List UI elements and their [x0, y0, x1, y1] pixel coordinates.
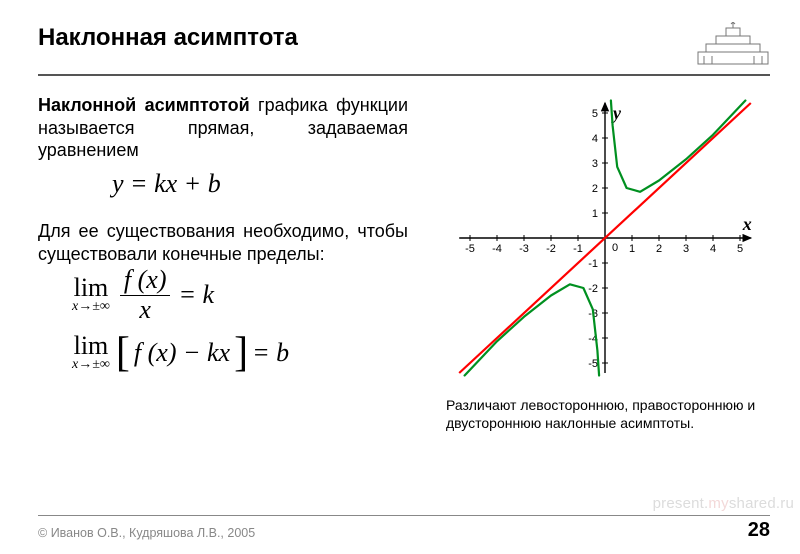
header-rule — [38, 74, 770, 76]
content: Наклонной асимптотой графика функции наз… — [38, 94, 770, 432]
svg-text:-1: -1 — [573, 243, 583, 255]
svg-text:-5: -5 — [588, 358, 598, 370]
svg-text:-1: -1 — [588, 258, 598, 270]
existence-paragraph: Для ее существования необходимо, чтобы с… — [38, 220, 408, 265]
svg-text:1: 1 — [592, 208, 598, 220]
limit-b: lim x→±∞ [ f (x) − kx ] = b — [72, 327, 408, 379]
svg-text:-2: -2 — [588, 283, 598, 295]
svg-text:-3: -3 — [519, 243, 529, 255]
definition-paragraph: Наклонной асимптотой графика функции наз… — [38, 94, 408, 162]
svg-text:4: 4 — [710, 243, 716, 255]
footer-rule — [38, 515, 770, 516]
svg-text:3: 3 — [592, 158, 598, 170]
svg-text:x: x — [742, 214, 752, 234]
asymptote-equation: y = kx + b — [38, 168, 408, 201]
figure-column: -5-4-3-2-112345-5-4-3-2-1123450xy Различ… — [440, 94, 770, 432]
watermark: present.myshared.ru — [653, 495, 794, 512]
svg-text:3: 3 — [683, 243, 689, 255]
figure-caption: Различают левостороннюю, правостороннюю … — [440, 396, 770, 432]
svg-text:4: 4 — [592, 133, 598, 145]
svg-text:0: 0 — [612, 242, 618, 254]
definition-term: Наклонной асимптотой — [38, 95, 250, 115]
svg-text:5: 5 — [737, 243, 743, 255]
text-column: Наклонной асимптотой графика функции наз… — [38, 94, 408, 385]
limit-formulas: lim x→±∞ f (x) x = k lim x→±∞ [ — [38, 269, 408, 379]
svg-text:-2: -2 — [546, 243, 556, 255]
slide-title: Наклонная асимптота — [38, 22, 298, 52]
svg-text:-4: -4 — [492, 243, 502, 255]
svg-text:1: 1 — [629, 243, 635, 255]
slide: Наклонная асимптота Наклонной асимптотой… — [0, 0, 800, 554]
page-number: 28 — [748, 519, 770, 542]
limit-k: lim x→±∞ f (x) x = k — [72, 269, 408, 321]
header: Наклонная асимптота — [38, 22, 770, 66]
svg-text:2: 2 — [592, 183, 598, 195]
copyright: © Иванов О.В., Кудряшова Л.В., 2005 — [38, 526, 255, 540]
svg-text:5: 5 — [592, 108, 598, 120]
university-building-icon — [696, 22, 770, 66]
asymptote-chart: -5-4-3-2-112345-5-4-3-2-1123450xy — [455, 98, 755, 378]
svg-text:2: 2 — [656, 243, 662, 255]
svg-text:-5: -5 — [465, 243, 475, 255]
